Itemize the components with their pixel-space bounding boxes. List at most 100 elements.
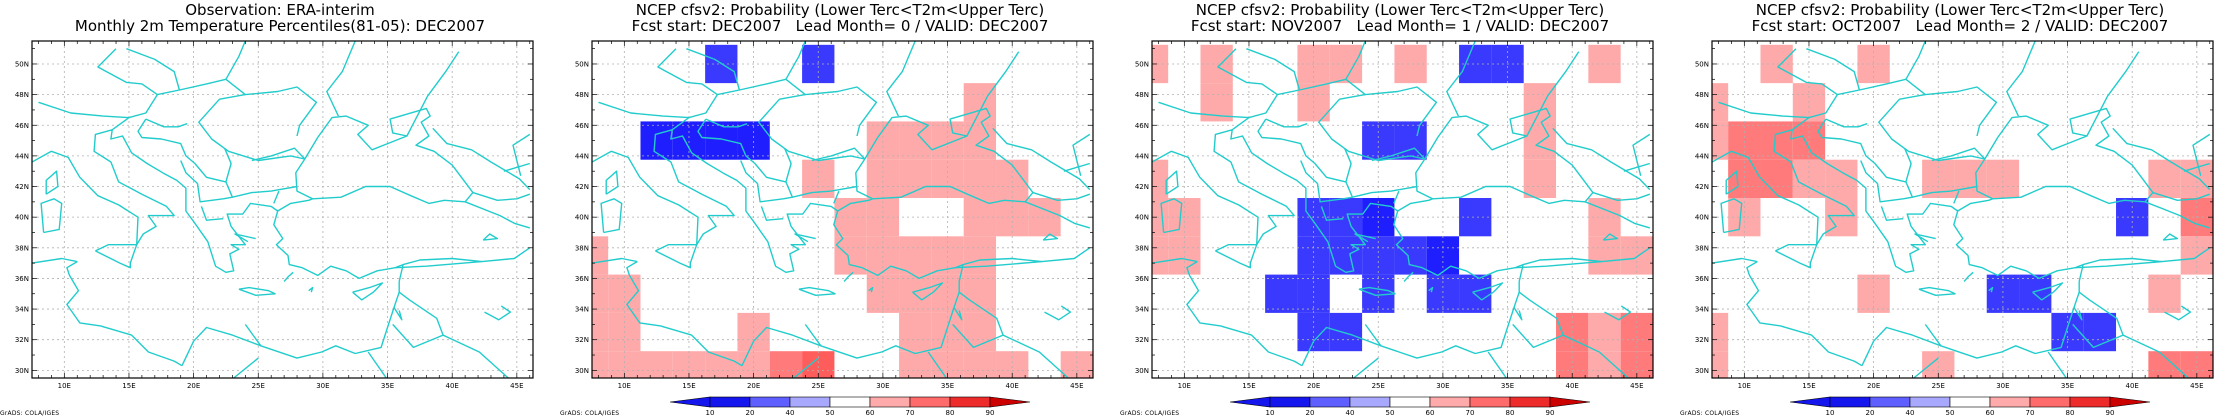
coastline — [2122, 334, 2190, 378]
colorbar-label: 90 — [2106, 409, 2115, 417]
lon-tick-label: 10E — [618, 382, 631, 390]
coastline — [1393, 190, 1400, 204]
grid-cell — [899, 159, 932, 199]
grid-cell — [834, 236, 867, 275]
lon-tick-label: 40E — [446, 382, 459, 390]
map-plot: 10E 15E 20E 25E 30E 35E 40E 45E 30N 32N 34N 36N 38N 4… — [1135, 40, 1654, 417]
colorbar-swatch — [2029, 396, 2071, 408]
lat-tick-label: 36N — [15, 275, 29, 283]
coastline — [1746, 260, 1863, 367]
colorbar-label: 50 — [1386, 409, 1395, 417]
coastline — [1320, 206, 1344, 221]
coastline — [2112, 127, 2211, 191]
coastline — [1861, 210, 2084, 366]
colorbar-label: 10 — [706, 409, 715, 417]
grid-cell — [2148, 159, 2181, 199]
lat-tick-label: 42N — [1695, 183, 1709, 191]
grid-cell — [1712, 121, 1729, 160]
colorbar-swatch — [1309, 396, 1351, 408]
coastline — [962, 247, 1091, 266]
coastline — [626, 260, 743, 367]
lon-tick-label: 25E — [1372, 382, 1385, 390]
coastline — [223, 147, 232, 183]
coastline — [1152, 107, 1594, 273]
coastline — [955, 260, 1042, 269]
colorbar-label: 50 — [826, 409, 835, 417]
lat-tick-label: 34N — [575, 306, 589, 314]
coastline — [1364, 323, 1382, 347]
lat-tick-label: 30N — [1695, 367, 1709, 375]
lon-tick-label: 20E — [187, 382, 200, 390]
colorbar-swatch — [1909, 396, 1951, 408]
coastline — [605, 170, 619, 195]
colorbar-swatch — [709, 396, 751, 408]
coastline — [2006, 41, 2036, 117]
colorbar-label: 20 — [1866, 409, 1875, 417]
lat-tick-label: 40N — [1695, 214, 1709, 222]
panel-observation: Observation: ERA-interim Monthly 2m Temp… — [0, 0, 560, 420]
coastline — [1358, 286, 1396, 296]
grid-cell — [1760, 121, 1793, 160]
colorbar-swatch — [1949, 396, 1991, 408]
coastline — [198, 93, 305, 162]
coastline — [804, 323, 822, 347]
grid-cell — [705, 121, 738, 160]
map-plot: 10E 15E 20E 25E 30E 35E 40E 45E 30N 32N 34N 36N 38N 4… — [575, 40, 1094, 417]
colorbar-label: 70 — [906, 409, 915, 417]
coastline — [238, 286, 276, 296]
lon-tick-label: 30E — [316, 382, 329, 390]
grid-cell — [640, 121, 673, 160]
grid-cell — [1152, 159, 1169, 199]
lon-tick-label: 35E — [2061, 382, 2074, 390]
coastline — [2192, 133, 2211, 176]
grid-cell — [1329, 44, 1363, 84]
coastline — [1257, 118, 1354, 203]
colorbar-swatch — [1469, 396, 1511, 408]
coastlines — [1712, 41, 2211, 378]
lat-tick-label: 32N — [1695, 336, 1709, 344]
grid-cell — [1329, 236, 1363, 275]
coastline — [1604, 305, 1632, 321]
grid-cell — [834, 198, 867, 237]
lon-tick-label: 45E — [2190, 382, 2203, 390]
coastline — [1552, 127, 1651, 191]
axis-ticks — [592, 41, 1093, 378]
coastline — [2152, 191, 2211, 201]
grid-cell — [1152, 236, 1169, 275]
coastline — [1913, 357, 1939, 378]
lat-tick-label: 34N — [15, 306, 29, 314]
lat-tick-label: 44N — [1135, 152, 1149, 160]
panel-title: Observation: ERA-interim — [185, 1, 375, 19]
grid-cell — [1712, 351, 1729, 378]
grid-cell — [705, 351, 738, 378]
lat-tick-label: 40N — [575, 214, 589, 222]
colorbar-label: 40 — [786, 409, 795, 417]
coastline — [2072, 291, 2124, 349]
colorbar: 10 20 40 50 60 70 80 90 — [1789, 396, 2151, 417]
axis-ticks — [1712, 41, 2213, 378]
grid-cell — [1152, 44, 1169, 84]
coastline — [1024, 201, 1090, 229]
coastline — [225, 41, 246, 80]
axis-ticks — [1152, 41, 1653, 378]
coastline — [1446, 41, 1476, 117]
coastline — [1905, 41, 1926, 80]
coastline — [1924, 323, 1942, 347]
colorbar-swatch — [2069, 396, 2111, 408]
lat-tick-label: 48N — [15, 91, 29, 99]
coastline — [793, 357, 819, 378]
panel-title: NCEP cfsv2: Probability (Lower Terc<T2m<… — [1755, 1, 2165, 19]
coastline — [1318, 93, 1425, 162]
coastline — [1777, 48, 1838, 96]
coastline — [472, 191, 531, 201]
panel-forecast-lead0: NCEP cfsv2: Probability (Lower Terc<T2m<… — [560, 0, 1120, 420]
grid-cell — [592, 312, 609, 352]
colorbar-label: 80 — [946, 409, 955, 417]
coastline — [1903, 147, 1912, 183]
coastline — [38, 101, 130, 119]
grid-cell — [1394, 121, 1427, 160]
coastline — [137, 118, 234, 203]
coastline — [1526, 51, 1580, 137]
grid-cell — [592, 274, 609, 313]
lat-tick-label: 38N — [575, 244, 589, 252]
